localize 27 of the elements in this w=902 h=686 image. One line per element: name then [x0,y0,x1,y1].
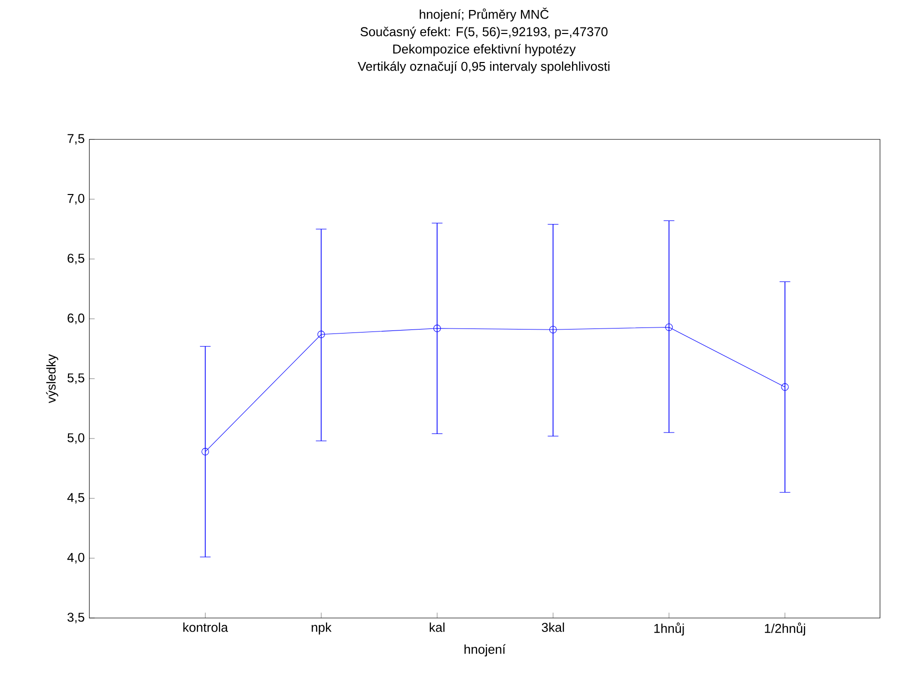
y-tick-label: 5,0 [68,433,84,444]
x-axis-title: hnojení [464,644,506,656]
point [317,330,325,338]
point [665,323,673,331]
chart-subtitle: Současný efekt: F(5, 56)=,92193, p=,47370 [360,26,608,39]
y-tick-label: 3,5 [67,612,84,624]
y-tick-label: 7,5 [68,134,84,145]
point [433,324,441,332]
x-tick-label: kontrola [183,622,228,632]
chart-title: hnojení; Průměry MNČ [420,8,549,22]
y-tick-label: 4,5 [67,493,84,504]
y-tick-label: 4,0 [67,552,84,564]
x-tick-label: npk [312,622,332,634]
point [202,448,210,456]
y-tick-label: 7,0 [68,194,84,204]
y-axis-title: výsledky [46,354,58,404]
point [549,326,557,334]
x-tick-label: 1hnůj [654,622,684,636]
x-tick-label: 1/2hnůj [764,622,806,636]
text: Dekompozice efektivní hypotézy [393,44,576,56]
text: Vertikály označují 0,95 intervaly spolehlivosti [358,61,610,74]
x-tick-label: kal [430,622,444,632]
y-tick-label: 6,0 [68,314,84,324]
y-tick-label: 6,5 [68,254,84,264]
y-tick-label: 5,5 [68,373,84,384]
point [781,383,789,391]
x-tick-label: 3kal [542,622,564,632]
